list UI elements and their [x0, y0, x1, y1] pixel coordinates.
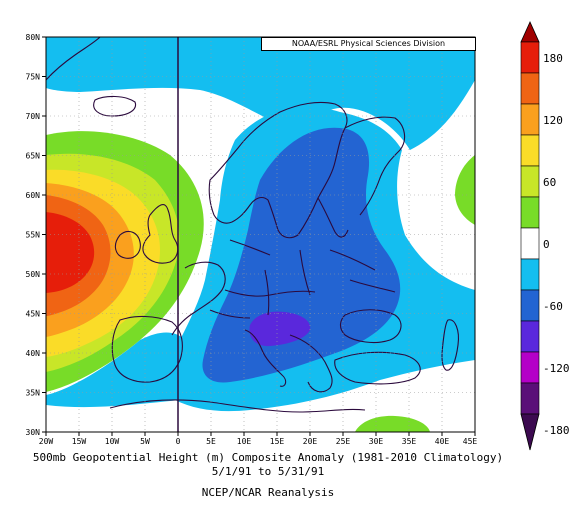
colorbar-swatch	[520, 196, 540, 229]
lon-label: 20E	[303, 437, 318, 446]
coastlines	[46, 37, 459, 413]
axis-ticks	[42, 36, 476, 436]
lon-label: 45E	[463, 437, 478, 446]
colorbar-swatch	[520, 351, 540, 384]
anomaly-contour-light-blue-west	[46, 332, 185, 408]
lon-label: 40E	[435, 437, 450, 446]
lat-label: 30N	[26, 428, 41, 437]
caption-dates: 5/1/91 to 5/31/91	[211, 465, 325, 478]
colorbar-label: 180	[543, 52, 563, 65]
colorbar: 180 120 60 0 -60 -120 -180	[520, 21, 570, 451]
lat-label: 60N	[26, 191, 41, 200]
colorbar-swatch	[520, 165, 540, 198]
lon-label: 10E	[237, 437, 252, 446]
lon-label: 35E	[402, 437, 417, 446]
lat-label: 80N	[26, 33, 41, 42]
colorbar-top-triangle	[520, 21, 540, 43]
anomaly-contour-core	[249, 311, 311, 347]
anomaly-contour-green-east	[455, 155, 475, 225]
lat-label: 35N	[26, 389, 41, 398]
colorbar-swatch	[520, 320, 540, 353]
colorbar-bottom-triangle	[520, 413, 540, 451]
lon-label: 15E	[270, 437, 285, 446]
lat-label: 40N	[26, 349, 41, 358]
lon-label: 10W	[105, 437, 120, 446]
longitude-labels: 20W 15W 10W 5W 0 5E 10E 15E 20E 25E 30E …	[39, 437, 478, 446]
colorbar-label: 120	[543, 114, 563, 127]
colorbar-swatch	[520, 382, 540, 415]
anomaly-contour-medium-blue	[202, 127, 401, 383]
anomaly-contour-green-southeast	[355, 415, 430, 432]
lat-label: 45N	[26, 310, 41, 319]
lon-label: 25E	[336, 437, 351, 446]
colorbar-swatch	[520, 289, 540, 322]
colorbar-swatch	[520, 103, 540, 136]
latitude-labels: 80N 75N 70N 65N 60N 55N 50N 45N 40N 35N …	[26, 33, 41, 437]
colorbar-swatch	[520, 72, 540, 105]
lon-label: 0	[176, 437, 181, 446]
lat-label: 50N	[26, 270, 41, 279]
lat-label: 75N	[26, 73, 41, 82]
anomaly-contour-red-west	[46, 212, 95, 293]
lon-label: 20W	[39, 437, 54, 446]
caption-source: NCEP/NCAR Reanalysis	[201, 486, 335, 499]
colorbar-label: -180	[543, 424, 570, 437]
lon-label: 30E	[369, 437, 384, 446]
colorbar-swatch	[520, 227, 540, 260]
caption-title: 500mb Geopotential Height (m) Composite …	[32, 451, 504, 464]
credit-label: NOAA/ESRL Physical Sciences Division	[261, 37, 476, 51]
colorbar-label: -120	[543, 362, 570, 375]
anomaly-contour-light-blue-north	[46, 37, 475, 150]
colorbar-swatch	[520, 258, 540, 291]
lat-label: 55N	[26, 231, 41, 240]
lon-label: 5E	[206, 437, 216, 446]
colorbar-label: 0	[543, 238, 550, 251]
plot-area	[46, 37, 475, 432]
colorbar-label: 60	[543, 176, 556, 189]
lon-label: 5W	[140, 437, 150, 446]
lon-label: 15W	[72, 437, 87, 446]
colorbar-swatch	[520, 134, 540, 167]
lat-label: 70N	[26, 112, 41, 121]
colorbar-label: -60	[543, 300, 563, 313]
lat-label: 65N	[26, 152, 41, 161]
colorbar-swatch	[520, 41, 540, 74]
